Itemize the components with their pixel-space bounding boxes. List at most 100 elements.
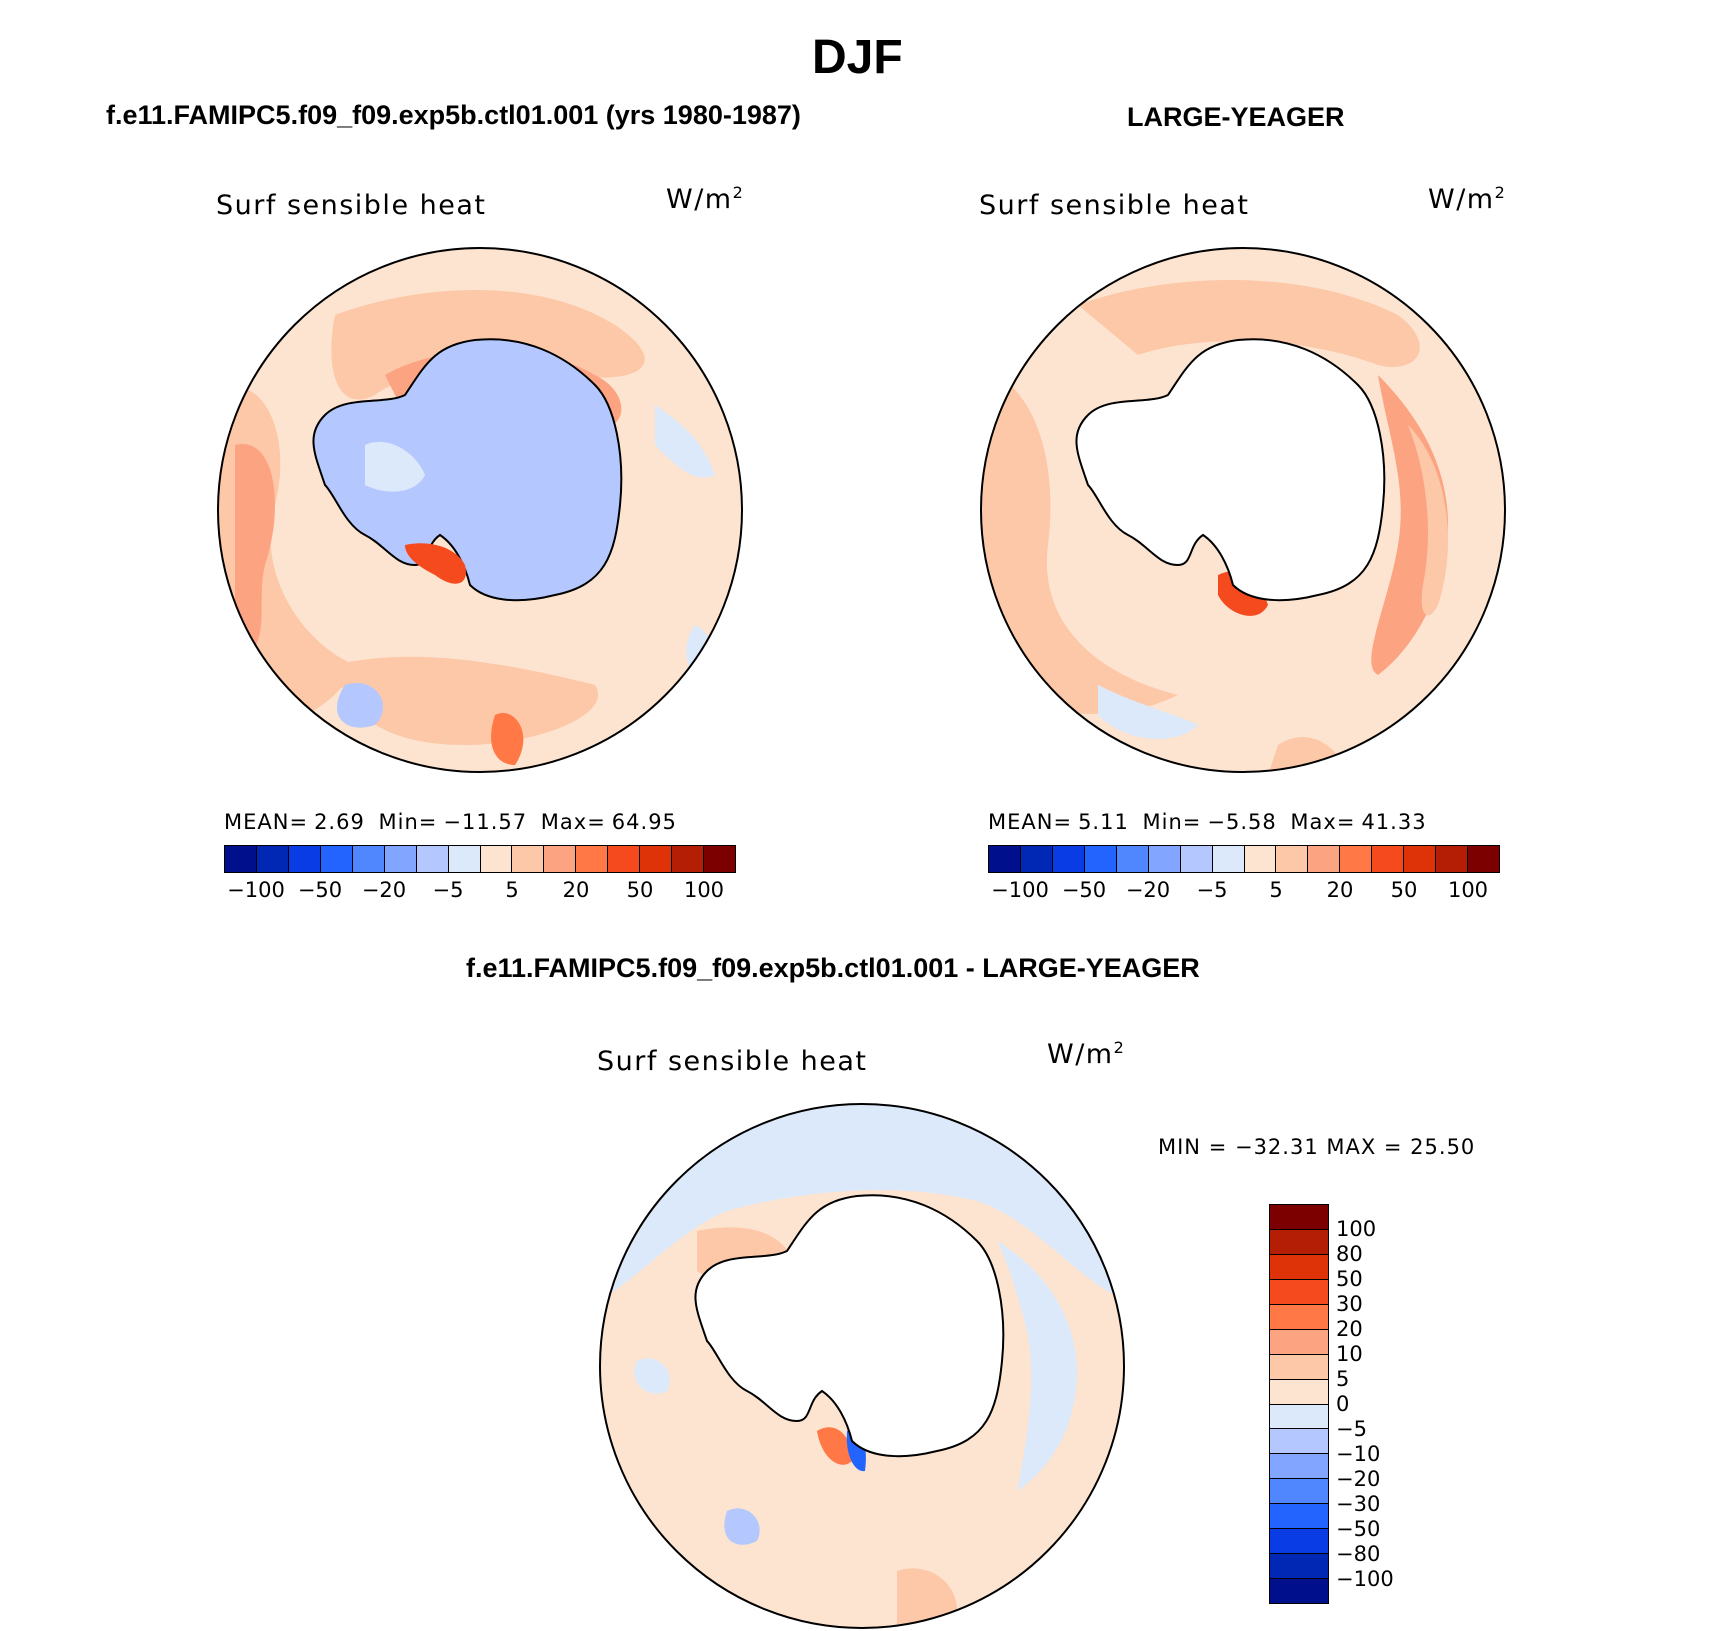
colorbar-swatch xyxy=(384,846,417,872)
colorbar-swatch xyxy=(1270,1554,1328,1580)
colorbar-swatch xyxy=(1270,1529,1328,1555)
colorbar-swatch xyxy=(225,846,257,872)
colorbar-swatch xyxy=(1270,1205,1328,1230)
colorbar-tick-label: −50 xyxy=(1061,878,1107,902)
colorbar-tick-label: 100 xyxy=(1447,878,1489,902)
colorbar-tick-label: 30 xyxy=(1336,1292,1363,1316)
diff-units-label: W/m2 xyxy=(1047,1038,1126,1070)
colorbar-tick-label: −20 xyxy=(1336,1467,1381,1491)
colorbar-swatch xyxy=(1084,846,1117,872)
left-units-label: W/m2 xyxy=(666,183,745,215)
colorbar-tick-label: −50 xyxy=(297,878,343,902)
colorbar-swatch xyxy=(1270,1404,1328,1430)
colorbar-swatch xyxy=(1212,846,1245,872)
colorbar-tick-label: 20 xyxy=(562,878,590,902)
colorbar-swatch xyxy=(1244,846,1277,872)
colorbar-swatch xyxy=(1276,846,1309,872)
diff-colorbar-ticks: 100 80 50 30 20 10 5 0 −5 −10 −20 −30 −50 −80 −100 xyxy=(1336,1204,1426,1604)
colorbar-swatch xyxy=(1020,846,1053,872)
colorbar-swatch xyxy=(1148,846,1181,872)
right-stats: MEAN= 5.11 Min= −5.58 Max= 41.33 xyxy=(988,810,1427,834)
colorbar-tick-label: −5 xyxy=(1336,1417,1367,1441)
colorbar-tick-label: −80 xyxy=(1336,1542,1381,1566)
colorbar-swatch xyxy=(1270,1229,1328,1255)
colorbar-tick-label: 100 xyxy=(683,878,725,902)
right-panel-title: LARGE-YEAGER xyxy=(1127,102,1345,132)
left-stats: MEAN= 2.69 Min= −11.57 Max= 64.95 xyxy=(224,810,677,834)
left-variable-label: Surf sensible heat xyxy=(216,190,487,221)
colorbar-tick-label: −100 xyxy=(227,878,285,902)
colorbar-tick-label: 20 xyxy=(1326,878,1354,902)
diff-colorbar xyxy=(1269,1204,1329,1604)
colorbar-swatch xyxy=(989,846,1021,872)
colorbar-tick-label: 80 xyxy=(1336,1242,1363,1266)
colorbar-tick-label: 10 xyxy=(1336,1342,1363,1366)
right-units-label: W/m2 xyxy=(1428,183,1507,215)
colorbar-swatch xyxy=(1180,846,1213,872)
colorbar-swatch xyxy=(512,846,545,872)
colorbar-swatch xyxy=(1372,846,1405,872)
colorbar-swatch xyxy=(704,846,735,872)
colorbar-tick-label: −20 xyxy=(361,878,407,902)
colorbar-swatch xyxy=(1270,1354,1328,1380)
right-colorbar xyxy=(988,845,1500,873)
colorbar-tick-label: −20 xyxy=(1125,878,1171,902)
colorbar-swatch xyxy=(544,846,577,872)
colorbar-swatch xyxy=(352,846,385,872)
colorbar-swatch xyxy=(320,846,353,872)
colorbar-tick-label: −5 xyxy=(1196,878,1228,902)
colorbar-tick-label: 50 xyxy=(1390,878,1418,902)
colorbar-swatch xyxy=(1270,1279,1328,1305)
colorbar-swatch xyxy=(256,846,289,872)
right-variable-label: Surf sensible heat xyxy=(979,190,1250,221)
colorbar-swatch xyxy=(1270,1304,1328,1330)
colorbar-tick-label: 50 xyxy=(1336,1267,1363,1291)
left-colorbar-ticks: −100 −50 −20 −5 5 20 50 100 xyxy=(224,878,736,904)
colorbar-tick-label: 5 xyxy=(505,878,519,902)
colorbar-swatch xyxy=(1308,846,1341,872)
colorbar-swatch xyxy=(1270,1579,1328,1603)
colorbar-swatch xyxy=(416,846,449,872)
colorbar-swatch xyxy=(1270,1479,1328,1505)
left-colorbar xyxy=(224,845,736,873)
colorbar-swatch xyxy=(1340,846,1373,872)
colorbar-swatch xyxy=(1270,1254,1328,1280)
colorbar-swatch xyxy=(640,846,673,872)
colorbar-swatch xyxy=(1052,846,1085,872)
diff-panel-title: f.e11.FAMIPC5.f09_f09.exp5b.ctl01.001 - … xyxy=(466,953,1200,983)
colorbar-tick-label: −100 xyxy=(991,878,1049,902)
colorbar-swatch xyxy=(1404,846,1437,872)
diff-polar-map xyxy=(599,1103,1125,1629)
left-panel-title: f.e11.FAMIPC5.f09_f09.exp5b.ctl01.001 (y… xyxy=(106,100,801,130)
colorbar-swatch xyxy=(1270,1504,1328,1530)
colorbar-swatch xyxy=(576,846,609,872)
colorbar-tick-label: 50 xyxy=(626,878,654,902)
page-title: DJF xyxy=(812,31,903,84)
diff-variable-label: Surf sensible heat xyxy=(597,1046,868,1077)
colorbar-tick-label: −30 xyxy=(1336,1492,1381,1516)
colorbar-tick-label: 0 xyxy=(1336,1392,1350,1416)
colorbar-swatch xyxy=(672,846,705,872)
colorbar-tick-label: 100 xyxy=(1336,1217,1377,1241)
colorbar-swatch xyxy=(1270,1454,1328,1480)
colorbar-tick-label: 5 xyxy=(1336,1367,1350,1391)
right-colorbar-ticks: −100 −50 −20 −5 5 20 50 100 xyxy=(988,878,1500,904)
colorbar-tick-label: −100 xyxy=(1336,1567,1394,1591)
diff-minmax: MIN = −32.31 MAX = 25.50 xyxy=(1158,1135,1476,1159)
colorbar-swatch xyxy=(1116,846,1149,872)
colorbar-swatch xyxy=(1270,1429,1328,1455)
colorbar-swatch xyxy=(480,846,513,872)
colorbar-swatch xyxy=(448,846,481,872)
colorbar-tick-label: −10 xyxy=(1336,1442,1381,1466)
right-polar-map xyxy=(980,247,1506,773)
colorbar-swatch xyxy=(288,846,321,872)
colorbar-tick-label: −5 xyxy=(432,878,464,902)
colorbar-swatch xyxy=(1468,846,1499,872)
left-polar-map xyxy=(217,247,743,773)
colorbar-tick-label: 20 xyxy=(1336,1317,1363,1341)
colorbar-tick-label: −50 xyxy=(1336,1517,1381,1541)
colorbar-swatch xyxy=(1270,1329,1328,1355)
colorbar-swatch xyxy=(1436,846,1469,872)
colorbar-swatch xyxy=(608,846,641,872)
colorbar-tick-label: 5 xyxy=(1269,878,1283,902)
